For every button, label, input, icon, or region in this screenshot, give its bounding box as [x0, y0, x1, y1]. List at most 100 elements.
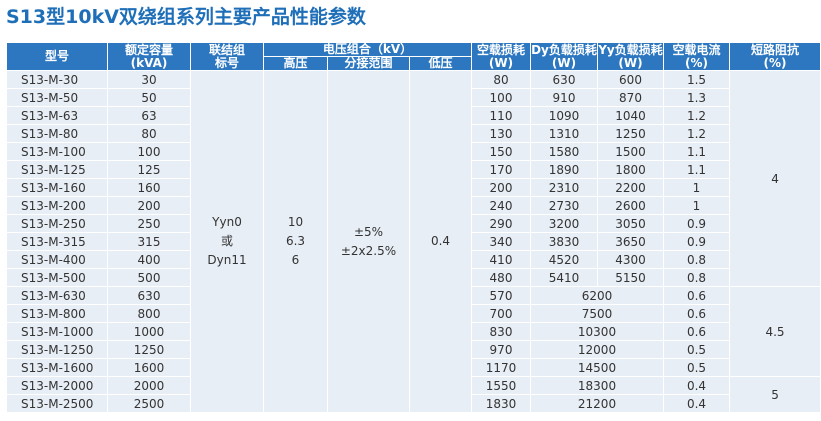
header-hv: 高压	[263, 56, 328, 71]
header-noload-current: 空载电流 (%)	[663, 42, 730, 71]
table-row: S13-M-200 200 240 2730 2600 1	[6, 196, 821, 215]
capacity-cell: 400	[107, 250, 191, 269]
model-cell: S13-M-80	[6, 124, 108, 143]
header-vector-group: 联结组 标号	[190, 42, 264, 71]
capacity-cell: 630	[107, 286, 191, 305]
impedance-cell: 4.5	[728, 286, 821, 377]
capacity-cell: 250	[107, 214, 191, 233]
table-row: S13-M-630 630 570 6200 0.6 4.5	[6, 286, 821, 377]
capacity-cell: 50	[107, 88, 191, 107]
header-yy-loss: Yy负载损耗 (W)	[597, 42, 664, 71]
model-cell: S13-M-630	[6, 286, 108, 305]
load-loss-cell: 14500	[530, 358, 664, 377]
table-body: S13-M-30 30 Yyn0 或 Dyn11 10 6.3 6 ±5% ±2x2.5% 0.4 8…	[6, 70, 821, 413]
table-row: S13-M-2000 2000 1550 18300 0.4 5	[6, 376, 821, 413]
table-row: S13-M-125 125 170 1890 1800 1.1	[6, 160, 821, 179]
header-lv: 低压	[409, 56, 472, 71]
model-cell: S13-M-200	[6, 196, 108, 215]
model-cell: S13-M-160	[6, 178, 108, 197]
capacity-cell: 100	[107, 142, 191, 161]
noload-current-cell: 0.6	[663, 322, 730, 341]
yy-loss-cell: 5150	[597, 268, 664, 287]
table-row: S13-M-30 30 Yyn0 或 Dyn11 10 6.3 6 ±5% ±2x2.5% 0.4 8…	[6, 70, 821, 413]
header-impedance: 短路阻抗 (%)	[728, 42, 821, 71]
model-cell: S13-M-125	[6, 160, 108, 179]
model-cell: S13-M-100	[6, 142, 108, 161]
noload-current-cell: 1.2	[663, 106, 730, 125]
noload-loss-cell: 100	[471, 88, 531, 107]
capacity-cell: 63	[107, 106, 191, 125]
dy-loss-cell: 5410	[530, 268, 598, 287]
noload-current-cell: 1.3	[663, 88, 730, 107]
tap-cell: ±5% ±2x2.5%	[327, 70, 410, 413]
table-row: S13-M-80 80 130 1310 1250 1.2	[6, 124, 821, 143]
header-voltage: 电压组合（kV）	[263, 42, 472, 57]
table-row: S13-M-160 160 200 2310 2200 1	[6, 178, 821, 197]
load-loss-cell: 10300	[530, 322, 664, 341]
noload-current-cell: 0.9	[663, 214, 730, 233]
noload-current-cell: 0.6	[663, 304, 730, 323]
noload-current-cell: 0.5	[663, 358, 730, 377]
table-row: S13-M-2500 2500 1830 21200 0.4	[6, 394, 821, 413]
model-cell: S13-M-50	[6, 88, 108, 107]
noload-loss-cell: 1830	[471, 394, 531, 413]
noload-loss-cell: 150	[471, 142, 531, 161]
spec-table: 型号 额定容量 (kVA) 联结组 标号 电压组合（kV） 空载损耗 (W) Dy负载…	[6, 42, 821, 413]
dy-loss-cell: 910	[530, 88, 598, 107]
capacity-cell: 80	[107, 124, 191, 143]
capacity-cell: 500	[107, 268, 191, 287]
vector-group-cell-line: Yyn0	[212, 215, 242, 229]
noload-loss-cell: 970	[471, 340, 531, 359]
noload-current-cell: 0.4	[663, 394, 730, 413]
model-cell: S13-M-1600	[6, 358, 108, 377]
capacity-cell: 1250	[107, 340, 191, 359]
noload-loss-cell: 240	[471, 196, 531, 215]
dy-loss-cell: 630	[530, 70, 598, 89]
noload-loss-cell: 110	[471, 106, 531, 125]
noload-current-cell: 0.9	[663, 232, 730, 251]
noload-loss-cell: 700	[471, 304, 531, 323]
yy-loss-cell: 4300	[597, 250, 664, 269]
model-cell: S13-M-400	[6, 250, 108, 269]
noload-current-cell: 1.1	[663, 160, 730, 179]
noload-loss-cell: 290	[471, 214, 531, 233]
noload-current-cell: 1	[663, 178, 730, 197]
capacity-cell: 125	[107, 160, 191, 179]
model-cell: S13-M-63	[6, 106, 108, 125]
table-row: S13-M-500 500 480 5410 5150 0.8	[6, 268, 821, 287]
model-cell: S13-M-2000	[6, 376, 108, 395]
tap-cell-line: ±2x2.5%	[340, 243, 397, 258]
noload-loss-cell: 340	[471, 232, 531, 251]
yy-loss-cell: 1500	[597, 142, 664, 161]
dy-loss-cell: 4520	[530, 250, 598, 269]
load-loss-cell: 6200	[530, 286, 664, 305]
vector-group-cell-line: 或	[220, 234, 233, 248]
noload-current-cell: 0.8	[663, 250, 730, 269]
model-cell: S13-M-30	[6, 70, 108, 89]
vector-group-cell: Yyn0 或 Dyn11	[190, 70, 264, 413]
table-row: S13-M-50 50 100 910 870 1.3	[6, 88, 821, 107]
load-loss-cell: 21200	[530, 394, 664, 413]
dy-loss-cell: 1580	[530, 142, 598, 161]
model-cell: S13-M-1000	[6, 322, 108, 341]
noload-loss-cell: 410	[471, 250, 531, 269]
header-tap: 分接范围	[327, 56, 410, 71]
dy-loss-cell: 1090	[530, 106, 598, 125]
table-row: S13-M-1000 1000 830 10300 0.6	[6, 322, 821, 341]
lv-cell-line: 0.4	[430, 234, 451, 248]
table-row: S13-M-400 400 410 4520 4300 0.8	[6, 250, 821, 269]
header-capacity: 额定容量 (kVA)	[107, 42, 191, 71]
noload-loss-cell: 170	[471, 160, 531, 179]
header-noload-loss: 空载损耗 (W)	[471, 42, 531, 71]
capacity-cell: 1000	[107, 322, 191, 341]
yy-loss-cell: 1250	[597, 124, 664, 143]
yy-loss-cell: 3050	[597, 214, 664, 233]
noload-current-cell: 1.2	[663, 124, 730, 143]
table-row: S13-M-1600 1600 1170 14500 0.5	[6, 358, 821, 377]
load-loss-cell: 7500	[530, 304, 664, 323]
hv-cell-line: 10	[287, 215, 304, 229]
capacity-cell: 2000	[107, 376, 191, 395]
capacity-cell: 800	[107, 304, 191, 323]
noload-current-cell: 0.5	[663, 340, 730, 359]
table-row: S13-M-250 250 290 3200 3050 0.9	[6, 214, 821, 233]
